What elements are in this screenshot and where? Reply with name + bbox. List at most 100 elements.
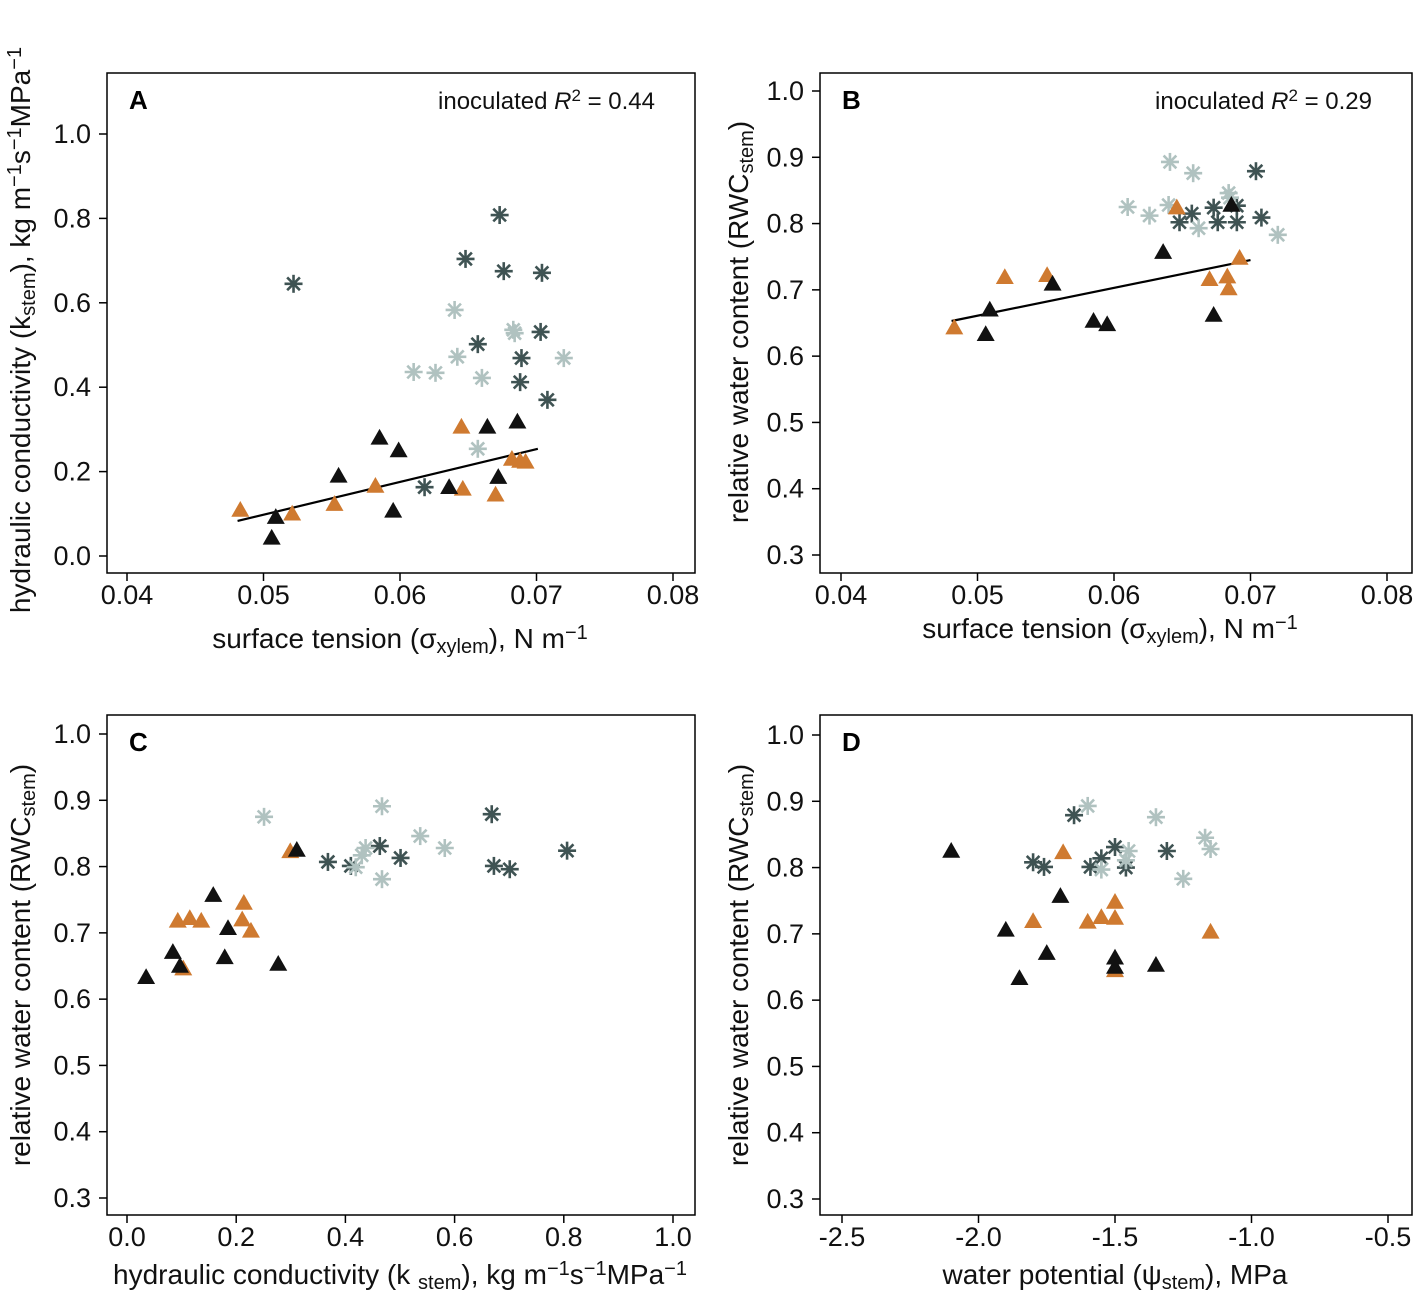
- asterisk-stroke: [320, 854, 336, 870]
- triangle-point: [1201, 922, 1220, 939]
- y-axis-label: relative water content (RWCstem): [723, 121, 758, 523]
- asterisk-point: [1160, 152, 1179, 171]
- asterisk-stroke: [412, 828, 428, 844]
- label-segment: ψ: [1142, 1259, 1162, 1290]
- asterisk-point: [356, 839, 375, 858]
- asterisk-stroke: [492, 207, 507, 223]
- y-axis-label: relative water content (RWCstem): [5, 764, 40, 1166]
- label-segment: relative water content (RWC: [5, 817, 36, 1167]
- triangle-point: [508, 412, 527, 429]
- asterisk-point: [372, 797, 391, 816]
- asterisk-stroke: [374, 871, 390, 887]
- superscript: −1: [547, 1258, 570, 1280]
- x-tick-label: 0.06: [1088, 580, 1141, 610]
- label-segment: s: [570, 1259, 584, 1290]
- y-tick-label: 0.3: [766, 1184, 804, 1214]
- asterisk-stroke: [512, 374, 528, 390]
- asterisk-stroke: [1107, 839, 1123, 855]
- label-segment: MPa: [5, 69, 36, 127]
- x-tick-label: 0.0: [108, 1222, 146, 1252]
- triangle-point: [995, 268, 1014, 285]
- x-tick-label: 0.04: [101, 580, 154, 610]
- asterisk-stroke: [496, 263, 512, 279]
- asterisk-stroke: [1206, 200, 1221, 215]
- x-axis-label: surface tension (σxylem), N m−1: [922, 612, 1298, 648]
- series-black-triangles: [137, 841, 306, 985]
- subscript: xylem: [1147, 626, 1199, 648]
- triangle-point: [283, 504, 302, 521]
- asterisk-point: [472, 368, 491, 387]
- triangle-point: [1230, 249, 1249, 265]
- y-tick-label: 0.5: [766, 1051, 804, 1081]
- r-squared-annotation: inoculated R2 = 0.44: [438, 86, 655, 115]
- asterisk-point: [512, 349, 531, 368]
- triangle-point: [231, 501, 250, 517]
- y-tick-label: 0.5: [766, 407, 804, 437]
- triangle-point: [942, 842, 961, 858]
- asterisk-point: [511, 373, 530, 392]
- asterisk-point: [1182, 204, 1201, 223]
- y-tick-label: 0.8: [53, 852, 91, 882]
- triangle-point: [204, 886, 223, 902]
- triangle-point: [440, 478, 459, 494]
- series-orange-triangles: [231, 417, 535, 521]
- asterisk-stroke: [348, 859, 364, 875]
- x-tick-label: 0.2: [217, 1222, 255, 1252]
- asterisk-stroke: [1185, 165, 1201, 181]
- triangle-point: [1106, 948, 1124, 965]
- y-tick-label: 0.6: [53, 984, 91, 1014]
- x-axis-label: water potential (ψstem), MPa: [942, 1259, 1288, 1294]
- superscript: −1: [664, 1258, 687, 1280]
- panel-b: 0.04 0.05 0.06 0.07 0.08 0.3 0.4 0.5 0.6 0.7 0.8 0.…: [723, 72, 1413, 648]
- triangle-point: [366, 476, 385, 493]
- series-orange-triangles: [168, 842, 300, 976]
- triangle-point: [215, 948, 234, 965]
- asterisk-stroke: [1118, 852, 1134, 868]
- label-segment: ): [723, 764, 754, 773]
- triangle-point: [1037, 944, 1056, 960]
- asterisk-stroke: [1210, 214, 1226, 230]
- asterisk-stroke: [1025, 854, 1041, 870]
- x-tick-label: 0.07: [510, 580, 563, 610]
- asterisk-stroke: [1161, 197, 1176, 213]
- asterisk-point: [1092, 849, 1111, 868]
- series-dark-asterisks: [318, 805, 577, 879]
- x-tick-label: -1.5: [1092, 1222, 1139, 1252]
- asterisk-point: [1170, 213, 1189, 232]
- panel-d: -2.5 -2.0 -1.5 -1.0 -0.5 0.3 0.4 0.5 0.6 0.7 0.8 0.…: [723, 714, 1413, 1294]
- asterisk-stroke: [1270, 227, 1286, 243]
- label-segment: water potential (: [942, 1259, 1143, 1290]
- y-tick-label: 0.7: [766, 919, 804, 949]
- triangle-point: [1146, 956, 1165, 972]
- triangle-point: [478, 417, 497, 434]
- subscript: stem: [418, 1272, 461, 1294]
- r-squared-value: = 0.29: [1298, 88, 1372, 115]
- asterisk-point: [411, 827, 430, 846]
- panel-label: A: [129, 85, 148, 115]
- asterisk-stroke: [447, 302, 462, 318]
- asterisk-point: [1078, 796, 1097, 815]
- asterisk-point: [468, 335, 487, 354]
- asterisk-stroke: [470, 336, 486, 352]
- triangle-point: [384, 501, 403, 518]
- asterisk-stroke: [559, 843, 575, 858]
- asterisk-point: [1157, 842, 1176, 860]
- label-segment: ), kg m: [5, 187, 36, 273]
- panel-label: D: [842, 727, 861, 757]
- y-tick-label: 0.3: [53, 1183, 91, 1213]
- x-tick-label: -2.5: [819, 1222, 866, 1252]
- asterisk-stroke: [1222, 190, 1238, 206]
- asterisk-stroke: [417, 479, 432, 495]
- y-axis-label: relative water content (RWCstem): [723, 764, 758, 1166]
- triangle-point: [1078, 912, 1097, 929]
- label-segment: MPa: [607, 1259, 665, 1290]
- label-segment: surface tension (: [212, 623, 420, 654]
- triangle-point: [1218, 267, 1237, 284]
- asterisk-point: [1184, 164, 1203, 183]
- asterisk-point: [1208, 213, 1227, 232]
- y-tick-label: 0.8: [766, 209, 804, 239]
- x-tick-label: -2.0: [955, 1222, 1002, 1252]
- asterisk-point: [1146, 808, 1165, 827]
- regression-line: [237, 447, 539, 523]
- asterisk-point: [346, 858, 365, 877]
